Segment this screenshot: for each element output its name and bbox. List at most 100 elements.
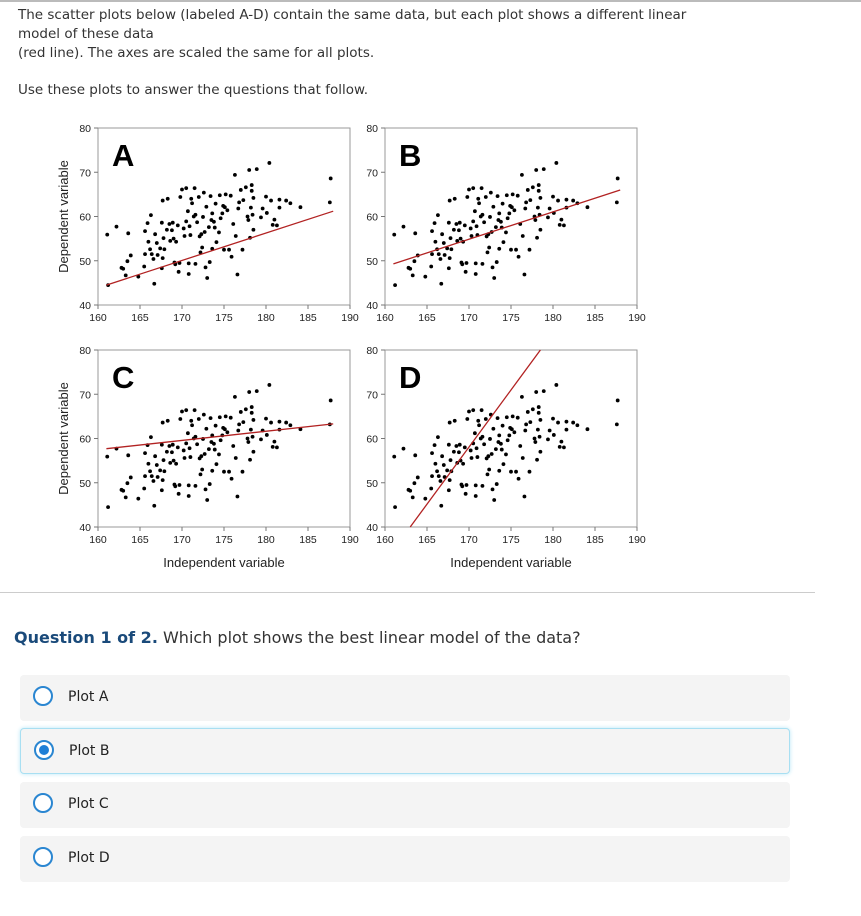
data-point <box>185 431 190 436</box>
data-point <box>483 417 488 421</box>
data-point <box>455 238 460 243</box>
data-point <box>524 200 529 205</box>
data-point <box>446 488 451 493</box>
data-point <box>178 417 183 421</box>
data-point <box>149 474 154 479</box>
option-plot-d[interactable]: Plot D <box>20 836 790 882</box>
data-point <box>251 418 256 422</box>
x-axis-label: Independent variable <box>163 555 284 570</box>
data-point <box>209 440 214 444</box>
data-point <box>430 474 434 479</box>
data-point <box>494 260 499 264</box>
model-line <box>393 189 621 265</box>
x-tick-label: 165 <box>418 312 436 324</box>
data-point <box>173 484 178 489</box>
data-point <box>203 487 208 492</box>
radio-button[interactable] <box>33 793 53 813</box>
data-point <box>233 234 238 238</box>
data-point <box>182 456 187 460</box>
data-point <box>471 186 476 191</box>
option-plot-b[interactable]: Plot B <box>20 728 790 774</box>
data-point <box>288 423 293 428</box>
data-point <box>486 454 491 459</box>
data-point <box>181 448 186 453</box>
data-point <box>412 481 417 486</box>
radio-button[interactable] <box>33 686 53 706</box>
x-tick-label: 170 <box>173 534 191 546</box>
data-point <box>143 451 147 456</box>
data-point <box>202 230 207 234</box>
y-tick-label: 60 <box>366 434 378 446</box>
data-point <box>527 469 532 474</box>
data-point <box>200 245 205 250</box>
data-point <box>497 468 502 473</box>
data-point <box>160 478 165 482</box>
data-point <box>534 168 539 172</box>
data-point <box>571 420 576 425</box>
data-point <box>251 196 256 200</box>
x-tick-label: 180 <box>544 534 562 546</box>
data-point <box>284 198 289 203</box>
intro-line: The scatter plots below (labeled A-D) co… <box>18 7 687 23</box>
data-point <box>564 427 569 432</box>
data-point <box>485 472 490 477</box>
data-point <box>490 265 495 270</box>
data-point <box>190 201 194 206</box>
option-plot-a[interactable]: Plot A <box>20 675 790 721</box>
data-point <box>264 433 269 437</box>
data-point <box>472 209 477 214</box>
y-tick-label: 60 <box>79 434 91 446</box>
data-point <box>499 447 504 452</box>
data-point <box>136 496 141 501</box>
x-tick-label: 180 <box>257 312 275 324</box>
data-point <box>249 410 254 415</box>
data-point <box>533 218 538 222</box>
data-point <box>204 204 209 209</box>
panel-d: 40 50 60 70 80 160 165 170 175 180 185 190 D Independ… <box>366 345 646 570</box>
data-point <box>435 469 439 474</box>
radio-button-selected[interactable] <box>34 740 54 760</box>
data-point <box>149 252 154 257</box>
data-point <box>217 452 221 457</box>
y-tick-label: 60 <box>79 212 91 224</box>
data-point <box>512 208 517 213</box>
data-point <box>247 390 252 394</box>
data-point <box>512 430 517 435</box>
data-point <box>423 274 428 279</box>
data-point <box>170 220 175 225</box>
data-point <box>468 448 473 453</box>
data-point <box>221 425 226 430</box>
data-point <box>528 420 533 425</box>
data-point <box>392 232 397 237</box>
data-point <box>438 257 443 261</box>
data-point <box>235 494 240 499</box>
data-point <box>201 412 206 417</box>
data-point <box>464 483 469 487</box>
data-point <box>236 206 241 211</box>
data-point <box>546 437 550 442</box>
data-point <box>240 469 245 474</box>
data-point <box>207 482 212 486</box>
data-point <box>494 482 499 486</box>
scatter-plots-figure: 40 50 60 70 80 160 165 170 175 180 185 190 A Dependen… <box>56 123 646 570</box>
data-point <box>145 221 150 226</box>
data-point <box>159 220 164 225</box>
data-point <box>327 200 332 205</box>
data-point <box>264 194 268 199</box>
data-point <box>477 423 481 428</box>
y-tick-label: 40 <box>79 300 91 312</box>
data-point <box>401 446 406 451</box>
data-point <box>457 450 461 455</box>
data-point <box>126 231 131 236</box>
data-point <box>501 240 506 245</box>
data-point <box>177 483 182 487</box>
plot-frame <box>97 349 351 528</box>
data-point <box>189 418 194 423</box>
radio-button[interactable] <box>33 847 53 867</box>
data-point <box>527 247 532 252</box>
option-plot-c[interactable]: Plot C <box>20 782 790 828</box>
data-point <box>441 463 446 467</box>
x-tick-label: 170 <box>460 534 478 546</box>
data-point <box>202 452 207 456</box>
data-point <box>510 192 515 197</box>
